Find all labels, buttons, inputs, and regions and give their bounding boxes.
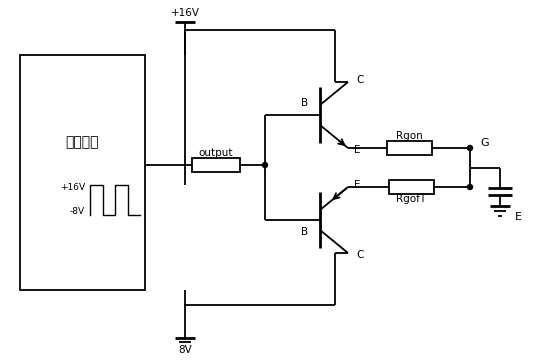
Text: output: output <box>199 148 233 158</box>
Text: E: E <box>515 212 522 222</box>
Text: +16V: +16V <box>170 8 199 18</box>
Text: +16V: +16V <box>60 184 85 193</box>
Text: 驱动芯片: 驱动芯片 <box>66 135 99 149</box>
Text: E: E <box>354 145 361 155</box>
Text: C: C <box>356 250 363 260</box>
Bar <box>192 158 240 172</box>
Bar <box>20 55 145 290</box>
Text: 8V: 8V <box>178 345 192 355</box>
Text: G: G <box>480 138 489 148</box>
Bar <box>389 180 434 194</box>
Text: RgofT: RgofT <box>397 194 426 204</box>
Text: -8V: -8V <box>70 207 85 216</box>
Text: B: B <box>301 227 308 237</box>
Text: B: B <box>301 98 308 108</box>
Bar <box>386 141 432 155</box>
Text: C: C <box>356 75 363 85</box>
Text: Rgon: Rgon <box>396 131 423 141</box>
Text: E: E <box>354 180 361 190</box>
Circle shape <box>467 145 473 150</box>
Circle shape <box>467 184 473 189</box>
Circle shape <box>262 162 267 167</box>
